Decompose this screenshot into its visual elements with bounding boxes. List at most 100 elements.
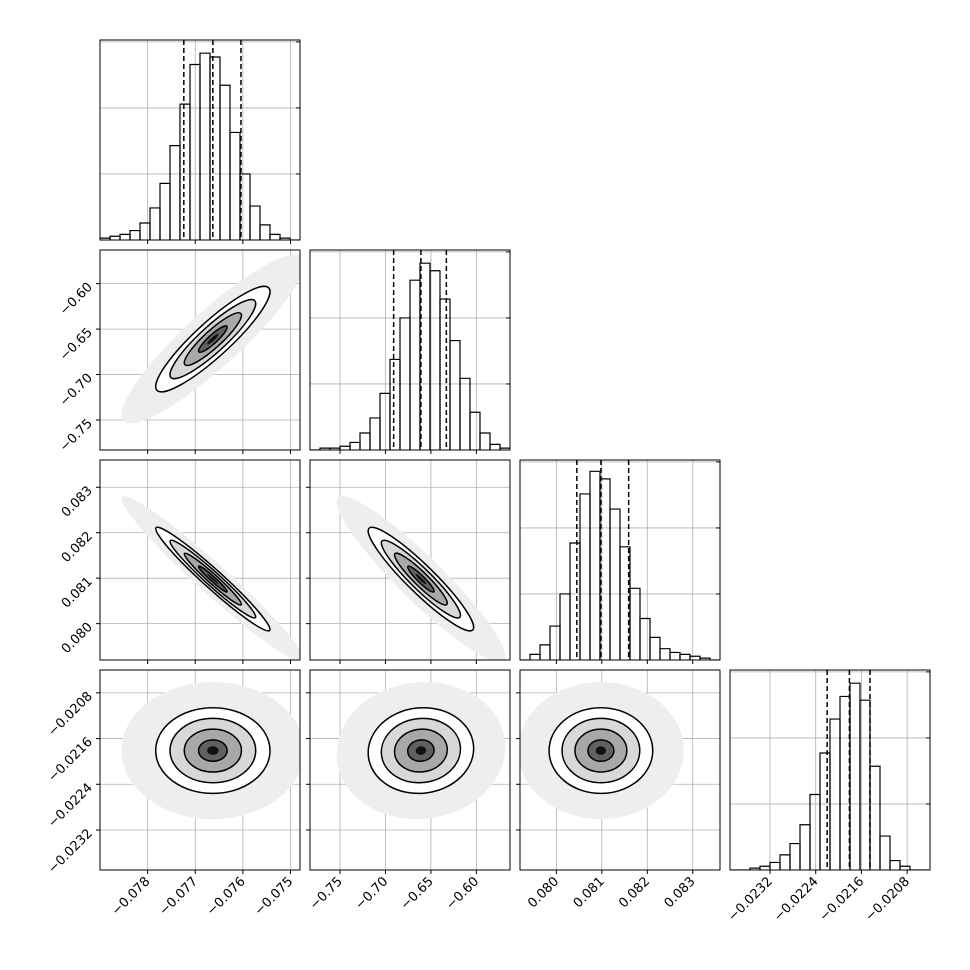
x-tick-label: 0.083: [662, 874, 699, 911]
histogram-step: [579, 493, 591, 660]
histogram-step: [679, 653, 691, 660]
x-tick-label: −0.65: [398, 874, 437, 913]
histogram-step: [839, 695, 851, 870]
y-tick-label: −0.70: [57, 371, 96, 410]
histogram-step: [339, 445, 351, 450]
histogram-step: [689, 655, 701, 660]
y-tick-label: 0.082: [59, 529, 96, 566]
histogram-step: [359, 432, 371, 450]
histogram-step: [529, 653, 541, 660]
x-tick-label: −0.0216: [817, 874, 867, 924]
panel-frame: [99, 249, 301, 451]
panel-frame: [519, 669, 721, 871]
x-tick-label: −0.077: [156, 874, 201, 919]
histogram-step: [169, 145, 181, 240]
density-contour: [415, 746, 427, 755]
histogram-step: [609, 508, 621, 660]
histogram-step: [629, 587, 641, 660]
histogram-step: [479, 432, 491, 450]
histogram-step: [589, 470, 601, 660]
x-tick-label: 0.082: [616, 874, 653, 911]
histogram-step: [549, 625, 561, 660]
panel-frame: [519, 459, 721, 661]
histogram-step: [759, 865, 771, 870]
histogram-step: [109, 235, 121, 240]
x-tick-label: −0.075: [252, 874, 297, 919]
histogram-step: [619, 546, 631, 660]
histogram-step: [139, 222, 151, 240]
histogram-step: [819, 752, 831, 870]
panel-frame: [309, 249, 511, 451]
panel-frame: [309, 459, 511, 661]
density-contour: [207, 573, 219, 585]
panel-frame: [309, 669, 511, 871]
x-tick-label: −0.75: [307, 874, 346, 913]
histogram-step: [889, 859, 901, 870]
y-tick-label: 0.080: [59, 620, 96, 657]
density-contour: [415, 573, 427, 585]
histogram-step: [879, 835, 891, 870]
histogram-step: [659, 648, 671, 660]
density: [336, 681, 506, 820]
x-tick-label: 0.081: [571, 874, 608, 911]
density-contour: [207, 746, 219, 755]
histogram-step: [379, 392, 391, 450]
density: [121, 496, 300, 660]
histogram-step: [239, 173, 251, 240]
x-tick-label: −0.0208: [862, 874, 912, 924]
x-tick-label: 0.080: [525, 874, 562, 911]
histogram-step: [149, 207, 161, 240]
histogram-step: [869, 765, 881, 870]
histogram-step: [799, 824, 811, 870]
histogram-step: [279, 237, 291, 240]
y-tick-label: −0.0232: [45, 826, 95, 876]
histogram-step: [349, 441, 361, 450]
density: [520, 682, 684, 820]
histogram-step: [269, 233, 281, 240]
histogram-step: [439, 298, 451, 450]
histogram-step: [409, 279, 421, 450]
panel-frame: [99, 459, 301, 661]
histogram-step: [489, 443, 501, 450]
histogram-step: [119, 233, 131, 240]
y-tick-label: −0.0216: [45, 735, 95, 785]
histogram-step: [219, 84, 231, 240]
x-tick-label: −0.60: [443, 874, 482, 913]
histogram-step: [769, 861, 781, 870]
histogram-step: [539, 644, 551, 660]
histogram-step: [369, 417, 381, 450]
y-tick-label: −0.75: [57, 416, 96, 455]
density: [121, 254, 300, 424]
panel-frame: [99, 669, 301, 871]
x-tick-label: −0.0224: [771, 874, 821, 924]
density-contour: [595, 746, 607, 755]
histogram-step: [209, 56, 221, 240]
histogram-step: [179, 103, 191, 240]
histogram-step: [389, 358, 401, 450]
histogram-step: [159, 182, 171, 240]
density-contour: [207, 333, 219, 345]
histogram-step: [639, 617, 651, 660]
histogram-step: [789, 842, 801, 870]
panel-frame: [729, 669, 931, 871]
y-tick-label: 0.083: [59, 483, 96, 520]
histogram-step: [649, 636, 661, 660]
y-tick-label: −0.0208: [45, 689, 95, 739]
histogram-step: [459, 377, 471, 450]
histogram-step: [469, 411, 481, 450]
histogram-step: [559, 593, 571, 660]
histogram-step: [129, 229, 141, 240]
histogram-step: [829, 718, 841, 870]
histogram-step: [249, 205, 261, 240]
y-tick-label: −0.0224: [45, 781, 95, 831]
x-tick-label: −0.076: [204, 874, 249, 919]
y-tick-label: 0.081: [59, 574, 96, 611]
histogram-step: [429, 270, 441, 450]
density: [121, 682, 300, 820]
histogram-step: [499, 447, 510, 450]
histogram-step: [229, 131, 241, 240]
histogram-step: [899, 865, 911, 870]
histogram-step: [669, 651, 681, 660]
histogram-step: [569, 542, 581, 660]
